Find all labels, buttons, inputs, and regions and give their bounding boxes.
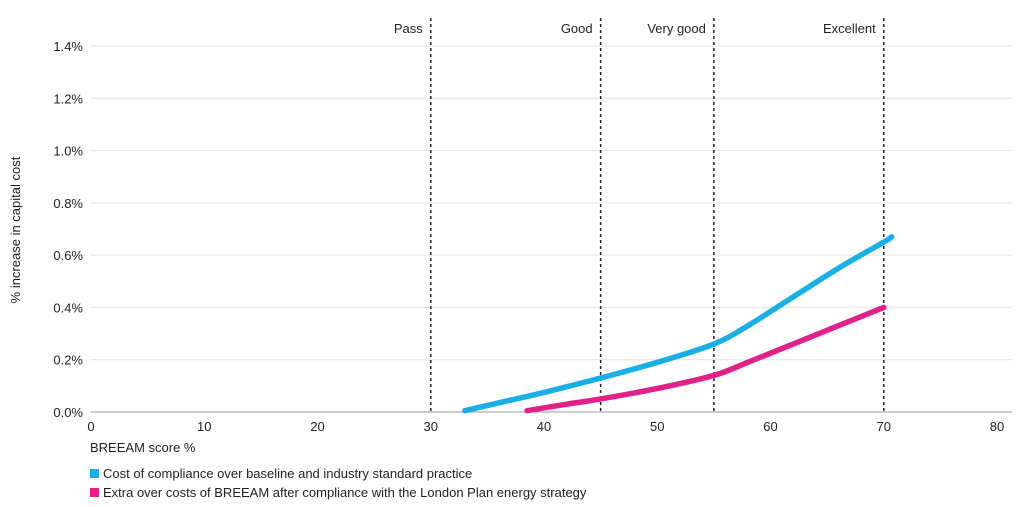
threshold-layer: Pass Good Very good Excellent (394, 18, 885, 412)
threshold-label: Pass (394, 21, 423, 36)
y-tick-label: 1.2% (53, 91, 83, 106)
x-tick-label: 60 (763, 419, 777, 434)
series-line-2 (524, 304, 887, 414)
series-layer (461, 234, 895, 414)
y-tick-label: 1.4% (53, 39, 83, 54)
threshold-label: Excellent (823, 21, 876, 36)
y-tick-label: 0.4% (53, 300, 83, 315)
x-tick-label: 80 (990, 419, 1004, 434)
y-tick-label: 0.2% (53, 353, 83, 368)
y-tick-label: 1.0% (53, 144, 83, 159)
series-line-1 (461, 234, 895, 414)
x-tick-label: 10 (197, 419, 211, 434)
grid-layer (91, 45, 1012, 413)
legend-swatch-compliance (90, 469, 99, 478)
threshold-label: Good (561, 21, 593, 36)
y-tick-label: 0.8% (53, 196, 83, 211)
x-tick-label: 70 (877, 419, 891, 434)
axis-layer: 0.0% 0.2% 0.4% 0.6% 0.8% 1.0% 1.2% 1.4% 0 10 20 30 4… (53, 39, 1004, 434)
legend-item-extra-over: Extra over costs of BREEAM after complia… (90, 483, 586, 502)
x-tick-label: 0 (87, 419, 94, 434)
legend-swatch-extra-over (90, 488, 99, 497)
legend: Cost of compliance over baseline and ind… (90, 464, 586, 502)
y-tick-label: 0.6% (53, 248, 83, 263)
legend-label-extra-over: Extra over costs of BREEAM after complia… (103, 485, 587, 500)
x-axis-title: BREEAM score % (90, 440, 196, 455)
legend-item-compliance: Cost of compliance over baseline and ind… (90, 464, 586, 483)
x-tick-label: 20 (310, 419, 324, 434)
legend-label-compliance: Cost of compliance over baseline and ind… (103, 466, 473, 481)
threshold-label: Very good (647, 21, 706, 36)
y-tick-label: 0.0% (53, 405, 83, 420)
x-tick-label: 30 (424, 419, 438, 434)
x-tick-label: 50 (650, 419, 664, 434)
x-tick-label: 40 (537, 419, 551, 434)
y-axis-title: % increase in capital cost (8, 156, 23, 303)
